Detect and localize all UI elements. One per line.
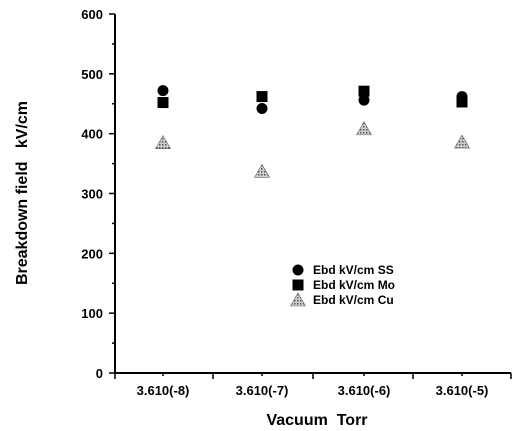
x-tick-label: 3.610(-8): [137, 383, 190, 398]
point-square: [256, 91, 268, 103]
point-circle: [358, 94, 370, 106]
legend-marker-square: [292, 279, 304, 291]
legend-label: Ebd kV/cm Cu: [313, 293, 394, 307]
y-tick-label: 300: [81, 187, 103, 202]
y-axis-title: Breakdown field kV/cm: [14, 101, 31, 285]
x-tick-label: 3.610(-7): [236, 383, 289, 398]
legend-marker-circle: [292, 264, 304, 276]
point-triangle: [253, 163, 271, 178]
y-tick-label: 400: [81, 127, 103, 142]
y-ticks: 0 100 200 300 400 500 600: [81, 7, 115, 381]
x-tick-label: 3.610(-6): [338, 383, 391, 398]
legend-marker-triangle: [289, 292, 307, 307]
x-axis-title: Vacuum Torr: [266, 412, 367, 429]
point-square: [358, 85, 370, 97]
point-triangle: [154, 135, 172, 149]
point-triangle: [453, 134, 471, 149]
x-tick-label: 3.610(-5): [436, 383, 489, 398]
point-triangle: [355, 121, 373, 136]
legend-label: Ebd kV/cm SS: [313, 263, 394, 277]
data-points: [154, 85, 471, 178]
point-circle: [157, 85, 169, 97]
y-tick-label: 600: [81, 7, 103, 22]
y-tick-label: 200: [81, 246, 103, 261]
legend-label: Ebd kV/cm Mo: [313, 278, 395, 292]
y-tick-label: 500: [81, 67, 103, 82]
point-square: [456, 96, 468, 108]
point-circle: [256, 103, 268, 115]
x-ticks: 3.610(-8) 3.610(-7) 3.610(-6) 3.610(-5): [114, 373, 512, 398]
y-tick-label: 0: [96, 366, 103, 381]
y-tick-label: 100: [81, 306, 103, 321]
point-square: [157, 97, 169, 109]
axes: [114, 14, 511, 374]
